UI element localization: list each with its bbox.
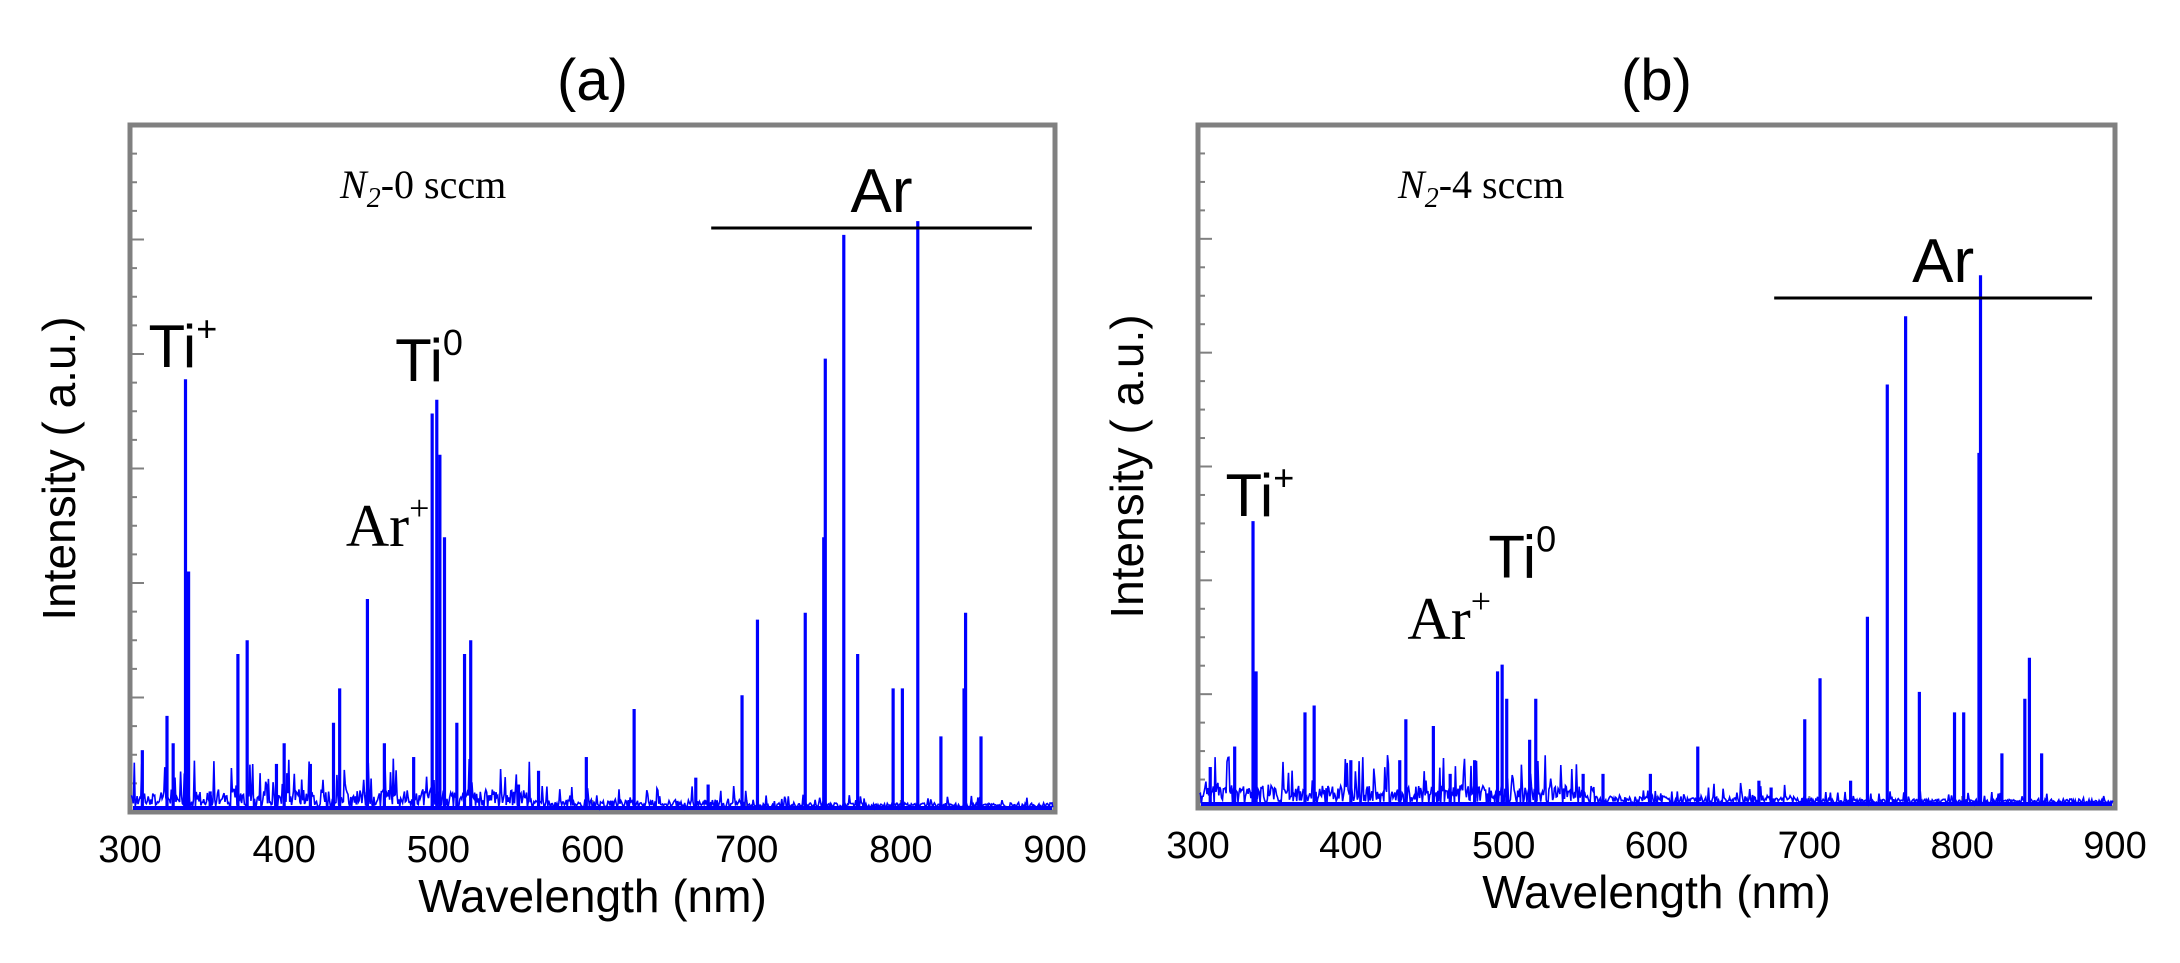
x-axis-label: Wavelength (nm) — [1482, 866, 1831, 918]
y-axis-label: Intensity ( a.u.) — [33, 316, 85, 620]
x-tick-label: 300 — [98, 829, 161, 871]
x-tick-label: 900 — [1023, 829, 1086, 871]
peak-annotation: Ti+ — [149, 308, 218, 380]
x-tick-label: 800 — [869, 829, 932, 871]
region-label: Ar — [1912, 227, 1974, 296]
x-tick-label: 500 — [1472, 825, 1535, 867]
spectrum-baseline — [1199, 755, 2114, 807]
x-tick-label: 700 — [1778, 825, 1841, 867]
y-axis-label: Intensity ( a.u.) — [1101, 314, 1153, 618]
panel-label: (a) — [557, 48, 628, 113]
peak-annotation: Ti0 — [1488, 518, 1556, 590]
x-tick-label: 600 — [1625, 825, 1688, 867]
x-tick-label: 800 — [1930, 825, 1993, 867]
region-label: Ar — [851, 157, 913, 226]
panel-a: 300 400 500 600 700 800 900 Wavelength (nm) Inte… — [33, 48, 1087, 922]
x-tick-label: 900 — [2083, 825, 2146, 867]
condition-label: N2-4 sccm — [1397, 162, 1564, 214]
peak-annotation: Ti0 — [395, 322, 463, 394]
peak-annotation: Ar+ — [346, 488, 430, 559]
x-tick-label: 500 — [407, 829, 470, 871]
panel-b: 300 400 500 600 700 800 900 Wavelength (nm) Inte… — [1101, 48, 2147, 918]
x-tick-label: 400 — [252, 829, 315, 871]
x-tick-label: 600 — [561, 829, 624, 871]
condition-label: N2-0 sccm — [339, 162, 506, 214]
spectrum-floor — [1201, 802, 2112, 806]
x-tick-label: 700 — [715, 829, 778, 871]
x-tick-label: 300 — [1166, 825, 1229, 867]
x-tick-label: 400 — [1319, 825, 1382, 867]
spectrum-floor — [133, 806, 1052, 810]
peak-annotation: Ar+ — [1407, 581, 1491, 652]
peak-annotation: Ti+ — [1226, 457, 1295, 529]
spectrum-baseline — [130, 758, 1054, 811]
x-axis-label: Wavelength (nm) — [418, 870, 767, 922]
panel-label: (b) — [1621, 48, 1692, 113]
